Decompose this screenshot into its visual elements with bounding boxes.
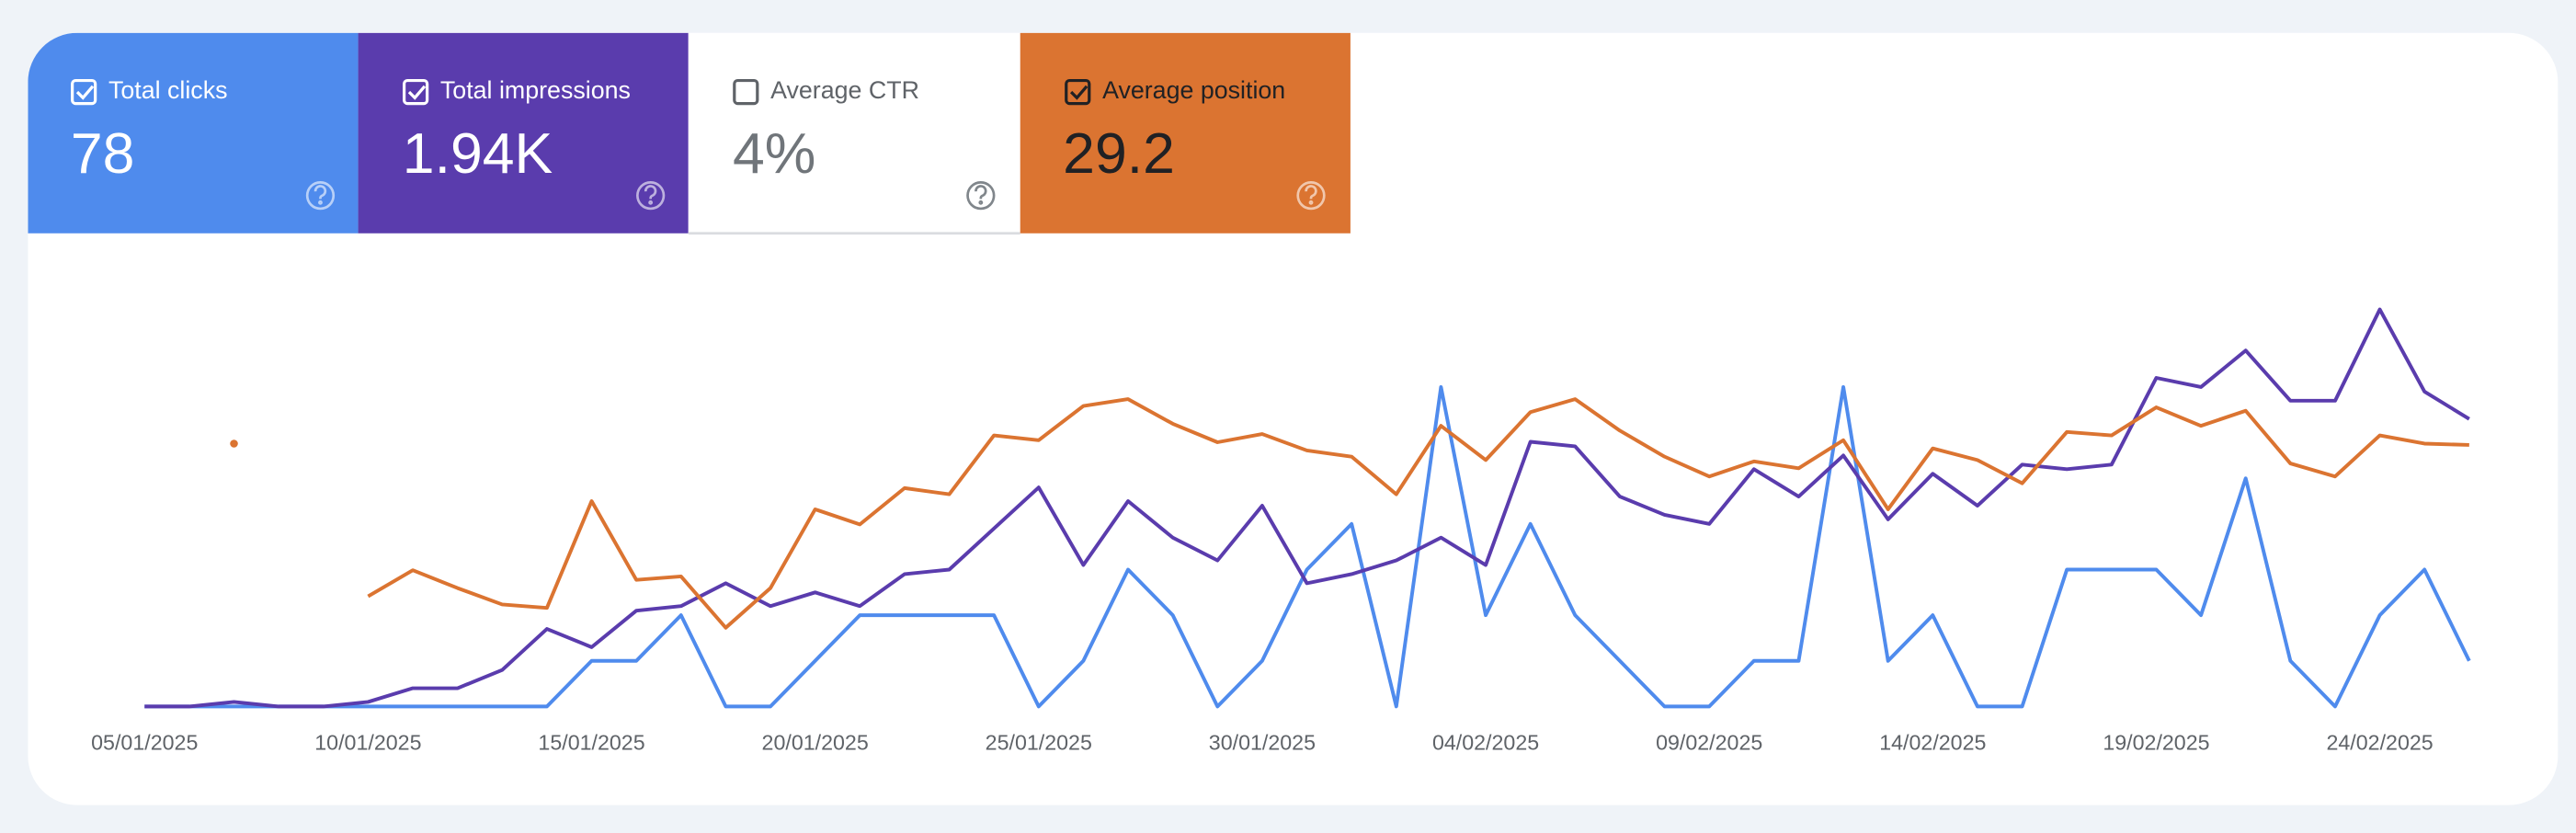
x-tick-label: 04/02/2025 bbox=[1432, 731, 1539, 755]
tile-value: 29.2 bbox=[1063, 121, 1175, 186]
help-icon[interactable] bbox=[636, 181, 666, 211]
x-tick-label: 05/01/2025 bbox=[91, 731, 198, 755]
tile-label: Average position bbox=[1102, 76, 1285, 104]
series-point bbox=[230, 439, 238, 448]
series-line bbox=[367, 397, 2469, 630]
help-icon[interactable] bbox=[1296, 181, 1326, 211]
plot-area: 05/01/2025 10/01/2025 15/01/2025 20/01/2025… bbox=[91, 307, 2471, 755]
tile-label: Average CTR bbox=[770, 76, 919, 104]
metric-tile[interactable]: Total clicks 78 bbox=[28, 32, 359, 234]
tile-value: 4% bbox=[733, 121, 815, 186]
x-tick-label: 30/01/2025 bbox=[1209, 731, 1316, 755]
tile-label: Total clicks bbox=[108, 76, 228, 104]
x-tick-label: 24/02/2025 bbox=[2326, 731, 2433, 755]
tile-bg[interactable] bbox=[688, 32, 1020, 234]
metric-tile[interactable]: Total impressions 1.94K bbox=[358, 32, 689, 234]
tile-bg[interactable] bbox=[28, 32, 359, 234]
x-tick-label: 14/02/2025 bbox=[1879, 731, 1986, 755]
checkbox[interactable] bbox=[1065, 78, 1091, 106]
tile-bg[interactable] bbox=[358, 32, 689, 234]
help-icon[interactable] bbox=[305, 181, 336, 211]
help-icon[interactable] bbox=[966, 181, 996, 211]
metric-tile[interactable]: Average position 29.2 bbox=[1020, 32, 1351, 234]
x-tick-label: 19/02/2025 bbox=[2103, 731, 2209, 755]
metric-tile[interactable]: Average CTR 4% bbox=[688, 32, 1020, 235]
tile-value: 1.94K bbox=[403, 121, 553, 186]
checkmark bbox=[407, 85, 427, 100]
tile-bg[interactable] bbox=[1020, 32, 1351, 234]
x-tick-label: 09/02/2025 bbox=[1656, 731, 1762, 755]
checkmark bbox=[1069, 85, 1089, 100]
checkmark bbox=[75, 85, 95, 100]
checkbox[interactable] bbox=[402, 78, 429, 106]
checkbox[interactable] bbox=[71, 78, 97, 106]
metric-tiles: Total clicks 78 Total impressions 1.94K … bbox=[28, 32, 1351, 235]
x-tick-label: 25/01/2025 bbox=[986, 731, 1092, 755]
x-tick-label: 20/01/2025 bbox=[762, 731, 869, 755]
x-tick-label: 15/01/2025 bbox=[538, 731, 644, 755]
series-line bbox=[144, 307, 2470, 709]
tile-value: 78 bbox=[71, 121, 135, 186]
checkbox[interactable] bbox=[733, 78, 759, 106]
x-tick-label: 10/01/2025 bbox=[314, 731, 421, 755]
series-line bbox=[144, 384, 2471, 709]
tile-label: Total impressions bbox=[440, 76, 631, 104]
